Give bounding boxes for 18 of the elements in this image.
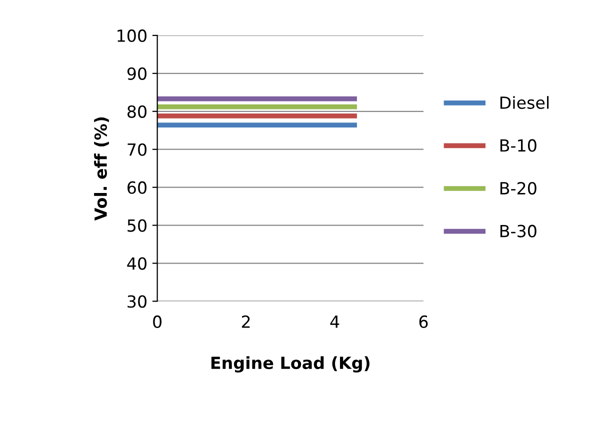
legend-label: B-10	[500, 139, 536, 152]
y-tick-label: 100	[118, 29, 146, 42]
y-tick-label: 70	[128, 143, 146, 156]
x-tick-label: 0	[153, 315, 162, 328]
legend-label: B-30	[500, 224, 536, 238]
x-axis-title: Engine Load (Kg)	[211, 356, 370, 373]
legend-label: B-20	[500, 182, 536, 195]
y-tick-label: 80	[128, 105, 146, 118]
x-tick-label: 6	[419, 315, 428, 328]
y-tick-label: 50	[128, 219, 146, 232]
y-axis-title: Vol. eff (%)	[94, 117, 109, 221]
y-tick-label: 60	[128, 181, 146, 194]
y-tick-label: 30	[128, 295, 146, 308]
x-tick-label: 4	[330, 316, 340, 328]
y-tick-label: 40	[127, 257, 146, 270]
x-tick-label: 2	[242, 315, 250, 328]
y-tick-label: 90	[127, 67, 146, 80]
legend-label: Diesel	[500, 96, 549, 109]
